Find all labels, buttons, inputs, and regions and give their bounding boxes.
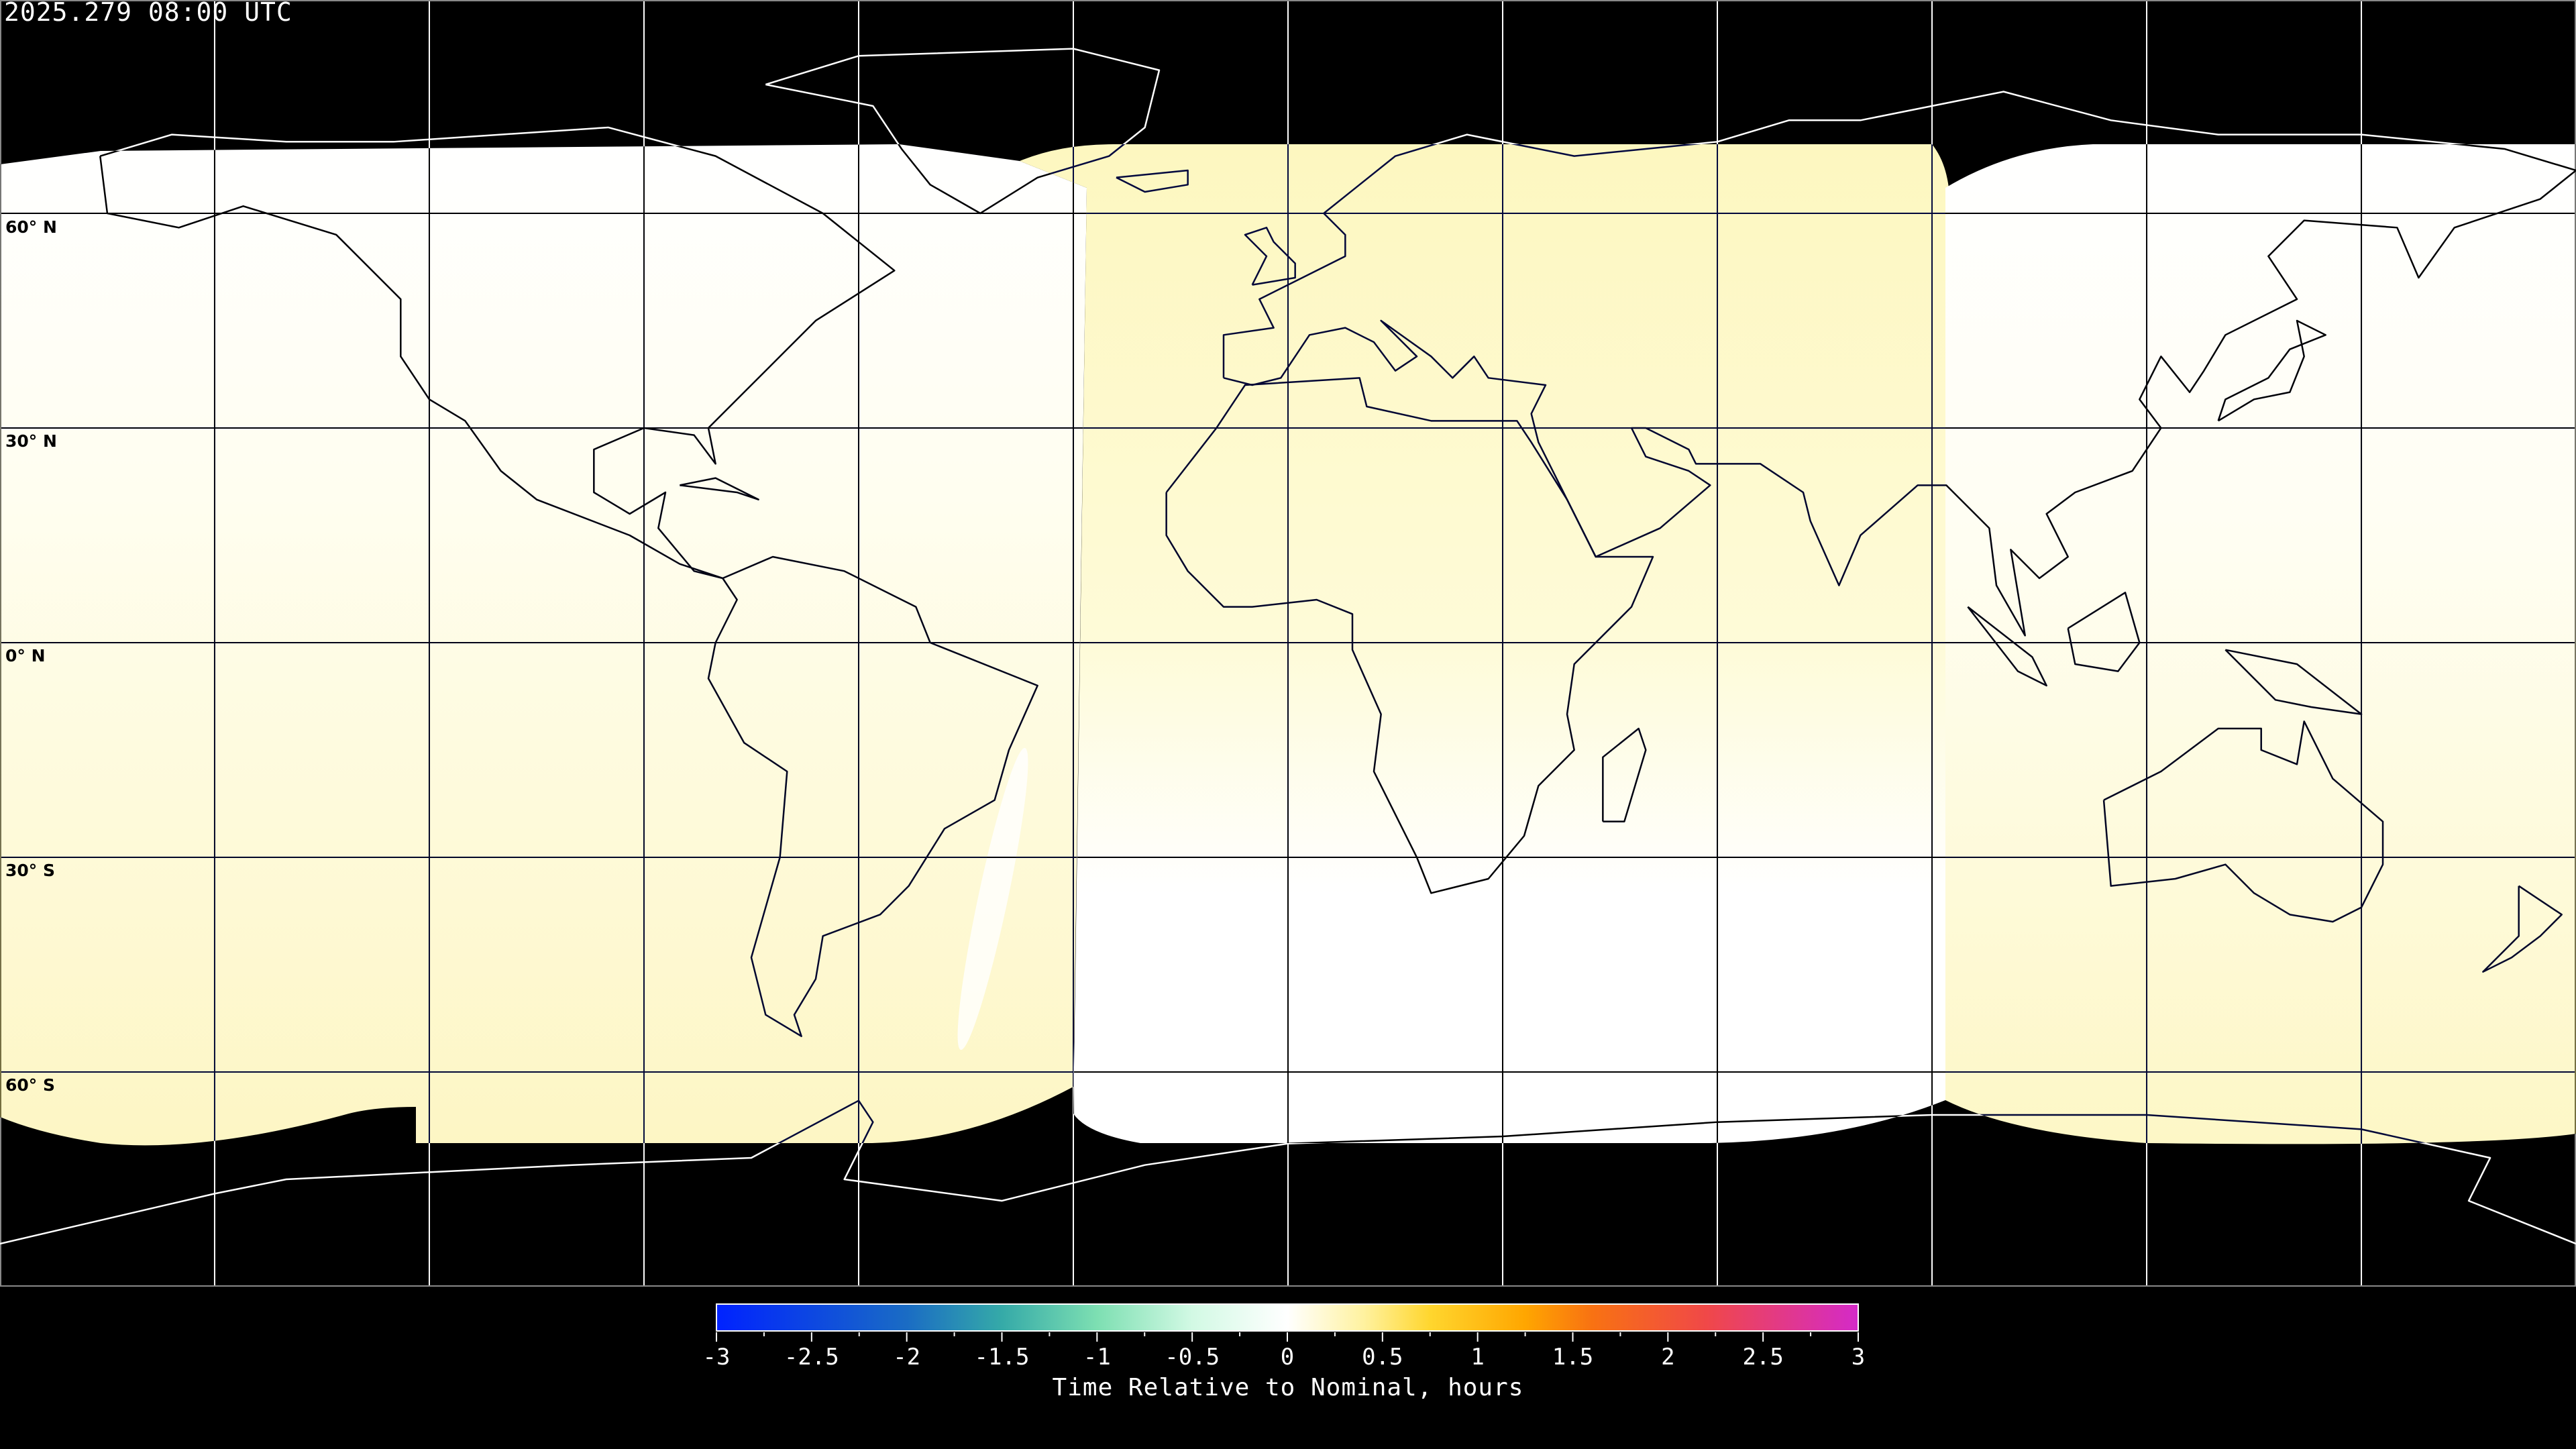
coastline-south-america [707, 555, 1038, 1037]
coastline-australia [2102, 720, 2384, 923]
map-overlay [0, 0, 2576, 1287]
colorbar-tick-label: 1 [1470, 1344, 1484, 1371]
lat-label-0n: 0° N [5, 646, 46, 665]
coastline-africa [1165, 377, 1654, 894]
colorbar-label: Time Relative to Nominal, hours [1052, 1374, 1524, 1401]
colorbar-tick-label: -1 [1083, 1344, 1111, 1371]
colorbar-tick-label: 3 [1851, 1344, 1865, 1371]
lat-label-60s: 60° S [5, 1075, 55, 1095]
colorbar-tick-label: -0.5 [1165, 1344, 1220, 1371]
colorbar-tick-label: -1.5 [975, 1344, 1030, 1371]
colorbar: -3 -2.5 -2 -1.5 -1 -0.5 0 0.5 1 1.5 2 2.5 3 [703, 1303, 1865, 1371]
coastline-eurasia [1222, 91, 2576, 637]
data-region-west [0, 144, 1087, 1146]
colorbar-gradient [716, 1303, 1859, 1332]
colorbar-tick-label: -2.5 [784, 1344, 839, 1371]
coastline-north-america [99, 126, 896, 580]
map-frame [0, 0, 2576, 1287]
colorbar-tick-label: 2.5 [1742, 1344, 1783, 1371]
coastline-sumatra [1967, 606, 2047, 687]
colorbar-tick-label: -2 [893, 1344, 920, 1371]
coastline-new-guinea [2224, 649, 2363, 715]
coastline-antarctica [0, 1099, 2576, 1245]
coastline-madagascar [1602, 727, 1647, 822]
coastline-great-britain [1244, 227, 1296, 286]
lat-label-60n: 60° N [5, 217, 57, 237]
colorbar-tick-label: 0 [1281, 1344, 1294, 1371]
coastline-cuba [680, 477, 759, 500]
colorbar-tick-label: 0.5 [1362, 1344, 1403, 1371]
colorbar-tick-label: -3 [703, 1344, 731, 1371]
coastline-borneo [2067, 592, 2141, 672]
world-map [0, 0, 2576, 1287]
data-region-east [1945, 144, 2576, 1144]
timestamp-title: 2025.279 08:00 UTC [4, 0, 292, 27]
lat-label-30n: 30° N [5, 431, 57, 451]
data-region-center [1020, 144, 1949, 1143]
colorbar-tick-label: 2 [1661, 1344, 1674, 1371]
coastline-greenland [765, 48, 1161, 215]
coastline-new-zealand [2482, 885, 2563, 973]
coastline-iceland [1116, 169, 1189, 193]
colorbar-tick-label: 1.5 [1552, 1344, 1593, 1371]
colorbar-ticks: -3 -2.5 -2 -1.5 -1 -0.5 0 0.5 1 1.5 2 2.5 3 [703, 1332, 1865, 1371]
lat-label-30s: 30° S [5, 861, 55, 880]
coastline-japan [2217, 319, 2326, 422]
artifact-streak [957, 747, 1028, 1051]
